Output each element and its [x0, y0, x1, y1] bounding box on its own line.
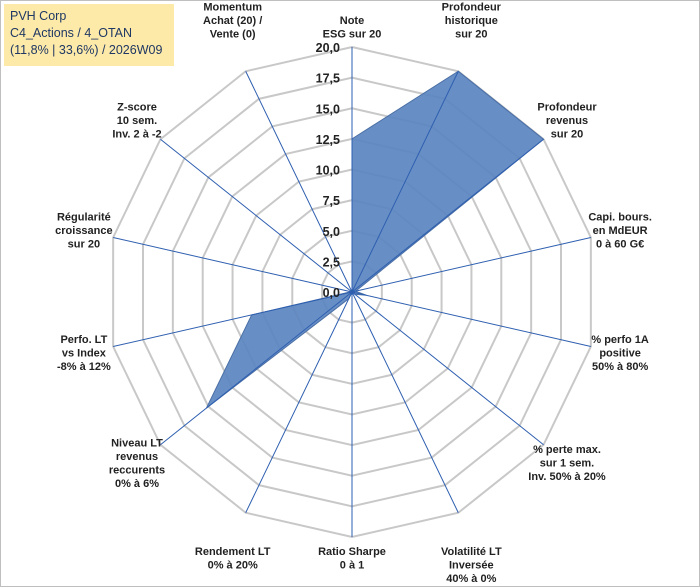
- axis-spoke: [351, 291, 459, 513]
- axis-label: Profondeur historique sur 20: [442, 2, 502, 41]
- company-name: PVH Corp: [10, 9, 67, 23]
- axis-spoke: [113, 291, 353, 348]
- axis-spoke: [245, 71, 353, 293]
- axis-label: Rendement LT 0% à 20%: [195, 546, 271, 572]
- axis-label: Capi. bours. en MdEUR 0 à 60 G€: [588, 212, 652, 251]
- axis-spoke: [351, 291, 591, 348]
- axis-spoke: [245, 291, 353, 513]
- axis-label: Z-score 10 sem. Inv. 2 à -2: [112, 101, 161, 140]
- axis-spoke: [351, 236, 591, 293]
- axis-label: Régularité croissance sur 20: [55, 212, 112, 251]
- tick-label: 12,5: [316, 133, 340, 147]
- axis-label: % perfo 1A positive 50% à 80%: [591, 334, 649, 373]
- tick-label: 15,0: [316, 102, 340, 116]
- tick-label: 5,0: [323, 225, 340, 239]
- axis-label: % perte max. sur 1 sem. Inv. 50% à 20%: [528, 444, 606, 483]
- tick-label: 20,0: [316, 41, 340, 55]
- axis-label: Momentum Achat (20) / Vente (0): [203, 2, 262, 41]
- axis-label: Profondeur revenus sur 20: [537, 101, 597, 140]
- axis-label: Ratio Sharpe 0 à 1: [318, 546, 386, 572]
- axis-label: Note ESG sur 20: [323, 15, 382, 41]
- tick-label: 7,5: [323, 194, 340, 208]
- axis-label: Volatilité LT Inversée 40% à 0%: [441, 546, 502, 585]
- tick-label: 10,0: [316, 164, 340, 178]
- stats-line: (11,8% | 33,6%) / 2026W09: [10, 43, 163, 57]
- tick-label: 0,0: [323, 286, 340, 300]
- tick-label: 2,5: [323, 255, 340, 269]
- axis-spoke: [160, 291, 353, 446]
- axis-spoke: [351, 71, 459, 293]
- tick-label: 17,5: [316, 72, 340, 86]
- axis-spoke: [160, 138, 353, 293]
- axis-spoke: [351, 138, 544, 293]
- axis-spoke: [351, 291, 544, 446]
- fund-category: C4_Actions / 4_OTAN: [10, 26, 133, 40]
- axis-spoke: [113, 236, 353, 293]
- axis-label: Perfo. LT vs Index -8% à 12%: [57, 334, 111, 373]
- title-box: PVH Corp C4_Actions / 4_OTAN (11,8% | 33…: [4, 4, 174, 66]
- axis-label: Niveau LT revenus reccurents 0% à 6%: [109, 437, 165, 490]
